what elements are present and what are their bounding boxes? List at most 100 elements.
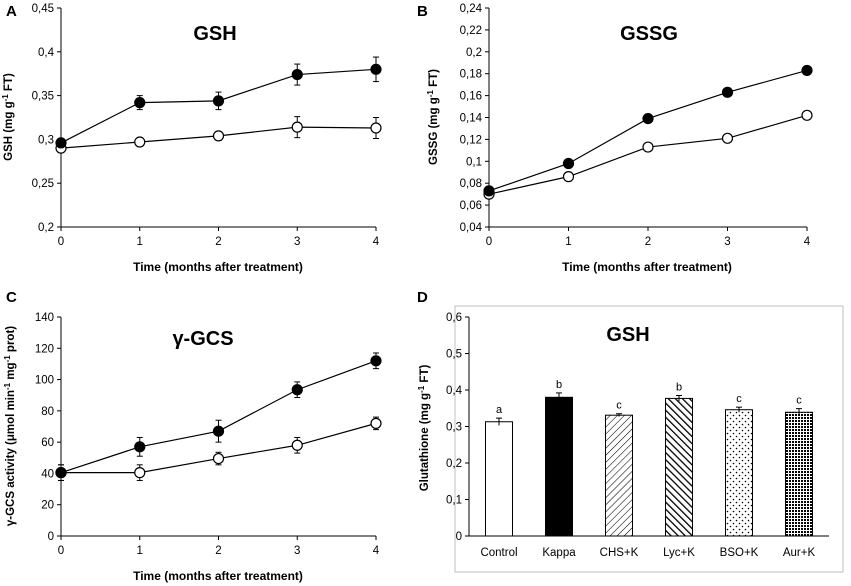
axes-d bbox=[468, 317, 829, 537]
chart-title-d: GSH bbox=[606, 324, 649, 346]
panel-letter-a: A bbox=[6, 3, 17, 20]
y-tick-label: 0,3 bbox=[446, 422, 462, 434]
y-tick-label: 120 bbox=[35, 343, 54, 355]
panel-d: D GSH Glutathione (mg g-1 FT) 0 0,1 0,2 0,3… bbox=[417, 289, 844, 573]
data-point-open bbox=[642, 141, 654, 153]
x-tick-label: 2 bbox=[215, 545, 221, 557]
chart-title-a: GSH bbox=[193, 23, 236, 45]
series-line-filled bbox=[488, 69, 808, 192]
y-tick-label: 40 bbox=[41, 468, 54, 480]
category-label: Control bbox=[480, 547, 517, 559]
x-tick-label: 4 bbox=[804, 236, 811, 248]
y-tick-label: 60 bbox=[41, 437, 54, 449]
panel-a: A GSH Time (months after treatment) GSH … bbox=[1, 3, 382, 274]
data-point-filled bbox=[370, 63, 382, 75]
data-point-filled bbox=[801, 64, 813, 77]
y-tick-label: 0,4 bbox=[38, 47, 55, 59]
bar-kappa bbox=[545, 396, 573, 537]
bar-lyc-k bbox=[665, 397, 693, 537]
data-point-open bbox=[134, 136, 146, 148]
y-tick-label: 0,35 bbox=[32, 91, 54, 103]
category-label: Aur+K bbox=[783, 547, 816, 559]
data-point-filled bbox=[721, 86, 734, 98]
x-ticks-d: Control Kappa CHS+K Lyc+K BSO+K Aur+K bbox=[480, 547, 815, 559]
panel-letter-b: B bbox=[417, 3, 428, 20]
category-label: Kappa bbox=[542, 547, 576, 559]
x-axis-label-b: Time (months after treatment) bbox=[562, 260, 732, 274]
data-point-open bbox=[721, 132, 734, 144]
chart-frame-d bbox=[454, 305, 844, 573]
y-tick-label: 0,2 bbox=[38, 222, 54, 234]
x-ticks-b: 0 1 2 3 4 bbox=[486, 227, 811, 248]
panel-c: C γ-GCS Time (months after treatment) γ-… bbox=[3, 289, 382, 583]
series-group-b bbox=[483, 64, 813, 200]
chart-title-c: γ-GCS bbox=[172, 328, 233, 350]
data-point-open bbox=[291, 439, 303, 451]
data-point-filled bbox=[642, 112, 654, 125]
x-tick-label: 2 bbox=[215, 236, 221, 248]
bar-control bbox=[485, 421, 513, 537]
x-tick-label: 1 bbox=[137, 236, 143, 248]
y-ticks-d: 0 0,1 0,2 0,3 0,4 0,5 0,6 bbox=[446, 312, 469, 543]
series-line-open bbox=[488, 114, 808, 195]
x-tick-label: 4 bbox=[373, 236, 380, 248]
series-group-c bbox=[55, 352, 382, 481]
significance-letter: b bbox=[556, 379, 562, 391]
x-tick-label: 0 bbox=[58, 545, 64, 557]
panel-b: B GSSG Time (months after treatment) GSS… bbox=[417, 3, 813, 274]
y-tick-label: 20 bbox=[41, 500, 54, 512]
x-tick-label: 3 bbox=[294, 545, 300, 557]
panel-letter-c: C bbox=[6, 289, 17, 306]
data-point-open bbox=[562, 171, 575, 183]
y-tick-label: 0 bbox=[48, 531, 54, 543]
data-point-filled bbox=[134, 97, 146, 109]
data-point-filled bbox=[212, 425, 225, 437]
data-point-filled bbox=[370, 355, 382, 367]
x-tick-label: 4 bbox=[373, 545, 380, 557]
x-ticks-c: 0 1 2 3 4 bbox=[58, 536, 380, 557]
significance-letter: b bbox=[676, 381, 682, 393]
category-label: CHS+K bbox=[600, 547, 639, 559]
series-group-a bbox=[55, 56, 382, 154]
data-point-filled bbox=[212, 95, 225, 107]
x-tick-label: 3 bbox=[724, 236, 730, 248]
y-ticks-b: 0,04 0,06 0,08 0,1 0,12 0,14 0,16 0,18 0,2 0,22 0,… bbox=[460, 3, 489, 234]
y-ticks-a: 0,2 0,25 0,3 0,35 0,4 0,45 bbox=[32, 3, 61, 234]
category-label: BSO+K bbox=[720, 547, 759, 559]
x-axis-label-c: Time (months after treatment) bbox=[133, 569, 303, 583]
y-tick-label: 0,04 bbox=[460, 222, 483, 234]
category-label: Lyc+K bbox=[663, 547, 695, 559]
y-tick-label: 0,1 bbox=[446, 495, 462, 507]
y-axis-label-d: Glutathione (mg g-1 FT) bbox=[417, 365, 432, 492]
significance-letter: a bbox=[496, 404, 503, 416]
y-tick-label: 0,2 bbox=[466, 47, 482, 59]
data-point-open bbox=[370, 122, 382, 134]
y-tick-label: 0,12 bbox=[460, 134, 482, 146]
data-point-open bbox=[134, 467, 146, 479]
y-tick-label: 0 bbox=[456, 531, 462, 543]
y-tick-label: 80 bbox=[41, 406, 54, 418]
significance-letter: c bbox=[796, 395, 802, 407]
y-tick-label: 0,6 bbox=[446, 312, 462, 324]
data-point-open bbox=[212, 452, 225, 465]
y-tick-label: 0,1 bbox=[466, 156, 482, 168]
x-tick-label: 1 bbox=[565, 236, 571, 248]
y-axis-label-a: GSH (mg g-1 FT) bbox=[1, 73, 16, 161]
data-point-filled bbox=[55, 467, 67, 479]
y-tick-label: 140 bbox=[35, 312, 54, 324]
y-axis-label-b: GSSG (mg g-1 FT) bbox=[426, 69, 441, 165]
y-tick-label: 0,08 bbox=[460, 178, 482, 190]
y-tick-label: 0,5 bbox=[446, 349, 462, 361]
data-point-filled bbox=[562, 157, 575, 170]
y-ticks-c: 0 20 40 60 80 100 120 140 bbox=[35, 312, 61, 543]
y-tick-label: 0,16 bbox=[460, 91, 482, 103]
chart-title-b: GSSG bbox=[620, 23, 678, 45]
y-tick-label: 0,3 bbox=[38, 134, 54, 146]
y-tick-label: 0,24 bbox=[460, 3, 483, 15]
y-tick-label: 0,22 bbox=[460, 25, 482, 37]
data-point-open bbox=[291, 121, 303, 133]
y-tick-label: 0,06 bbox=[460, 200, 482, 212]
data-point-filled bbox=[291, 68, 303, 81]
y-tick-label: 0,2 bbox=[446, 458, 462, 470]
x-ticks-a: 0 1 2 3 4 bbox=[58, 227, 380, 248]
